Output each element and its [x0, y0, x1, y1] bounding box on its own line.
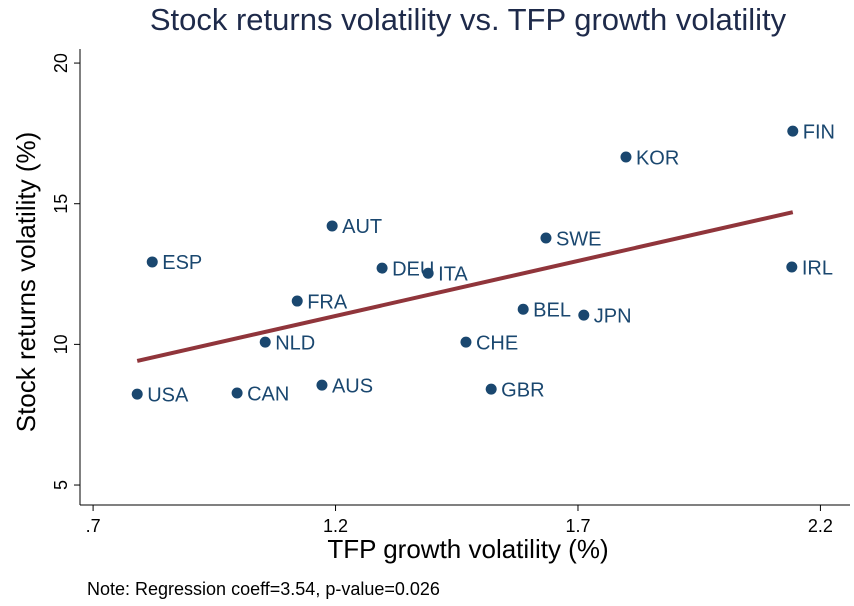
y-axis-label: Stock returns volatility (%): [11, 132, 41, 433]
point: [620, 151, 632, 163]
point: [376, 262, 388, 274]
chart-title: Stock returns volatility vs. TFP growth …: [150, 2, 787, 37]
fit-line: [136, 210, 794, 363]
point: [517, 303, 529, 315]
point-label: FIN: [803, 121, 835, 143]
point-label: BEL: [533, 299, 571, 321]
point-label: CHE: [476, 332, 518, 354]
x-tick-label: 1.2: [323, 516, 348, 536]
point: [259, 336, 271, 348]
point: [787, 125, 799, 137]
point-label: USA: [147, 384, 189, 406]
note: Note: Regression coeff=3.54, p-value=0.0…: [87, 579, 440, 599]
point: [422, 267, 434, 279]
x-axis-label: TFP growth volatility (%): [327, 534, 608, 564]
point: [485, 383, 497, 395]
point: [316, 379, 328, 391]
point: [578, 309, 590, 321]
point: [540, 232, 552, 244]
y-tick-label: 10: [51, 334, 71, 354]
point: [131, 388, 143, 400]
x-tick-label: 2.2: [808, 516, 833, 536]
point-label: GBR: [501, 379, 544, 401]
x-tick-label: .7: [86, 516, 101, 536]
point: [786, 261, 798, 273]
point-label: AUS: [332, 375, 373, 397]
point-label: KOR: [636, 147, 679, 169]
point: [291, 295, 303, 307]
point-label: FRA: [307, 291, 348, 313]
point-label: AUT: [342, 216, 382, 238]
point: [326, 220, 338, 232]
point-label: ESP: [162, 252, 202, 274]
point-label: SWE: [556, 228, 602, 250]
point-label: IRL: [802, 257, 833, 279]
point: [460, 336, 472, 348]
y-tick-label: 20: [51, 53, 71, 73]
point: [146, 256, 158, 268]
point: [231, 387, 243, 399]
y-tick-label: 15: [51, 194, 71, 214]
point-label: NLD: [275, 332, 315, 354]
y-tick-label: 5: [51, 480, 71, 490]
point-label: ITA: [438, 263, 468, 285]
point-label: CAN: [247, 383, 289, 405]
point-label: JPN: [594, 305, 632, 327]
x-tick-label: 1.7: [565, 516, 590, 536]
